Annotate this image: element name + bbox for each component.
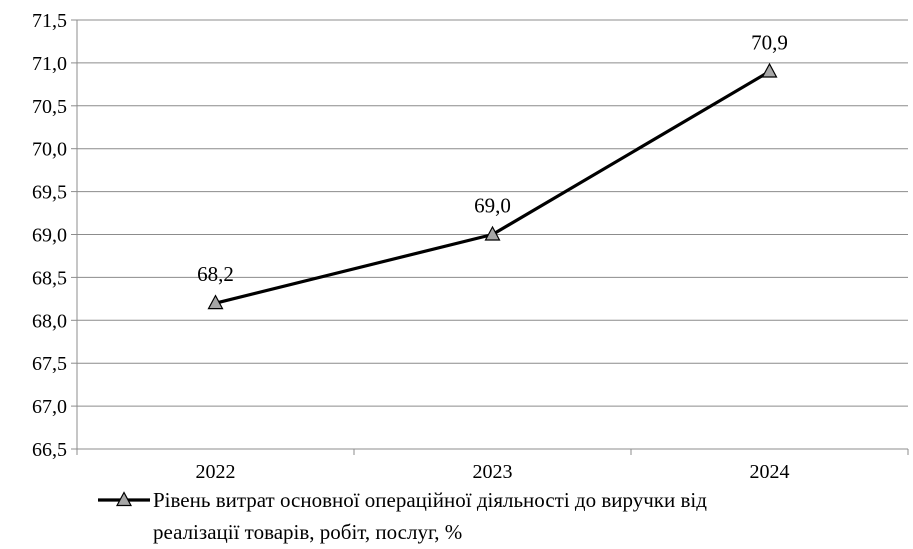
y-tick-label: 68,5 [32,267,67,289]
legend-label-line: реалізації товарів, робіт, послуг, % [153,520,462,544]
x-axis-tick-labels: 2022 2023 2024 [196,461,790,483]
y-axis-tick-labels: 66,5 67,0 67,5 68,0 68,5 69,0 69,5 70,0 70,5 71,0… [32,10,67,461]
x-tick-label: 2022 [196,461,236,483]
legend: Рівень витрат основної операційної діяль… [98,488,707,544]
y-tick-label: 69,0 [32,225,67,247]
y-tick-label: 67,5 [32,353,67,375]
y-tick-label: 67,0 [32,396,67,418]
data-label: 69,0 [474,194,511,218]
y-tick-label: 70,0 [32,139,67,161]
data-label: 68,2 [197,262,234,286]
legend-marker [115,491,133,507]
y-tick-label: 68,0 [32,310,67,332]
x-tick-label: 2024 [750,461,790,483]
y-tick-label: 71,5 [32,10,67,32]
data-label: 70,9 [751,30,788,54]
x-tick-label: 2023 [473,461,513,483]
y-tick-label: 69,5 [32,182,67,204]
series-layer: 68,2 69,0 70,9 [197,30,788,310]
y-tick-label: 71,0 [32,53,67,75]
data-point-marker [484,225,501,241]
y-tick-label: 70,5 [32,96,67,118]
y-tick-label: 66,5 [32,439,67,461]
axes [71,19,909,455]
data-point-marker [761,62,778,78]
data-point-marker [207,294,224,310]
legend-label-line: Рівень витрат основної операційної діяль… [153,488,707,512]
